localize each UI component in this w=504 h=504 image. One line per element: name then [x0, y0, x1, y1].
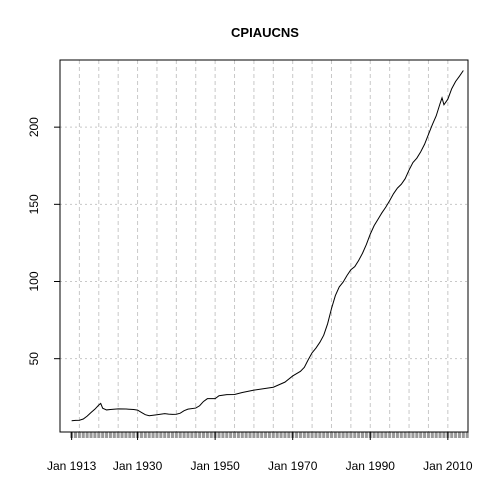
- x-axis: Jan 1913 Jan 1930 Jan 1950 Jan 1970 Jan 1990…: [47, 432, 473, 473]
- y-tick-label: 100: [27, 271, 41, 291]
- x-tick-label: Jan 1990: [346, 459, 396, 473]
- x-axis-minor-ticks: [70, 432, 469, 438]
- y-tick-label: 50: [27, 352, 41, 366]
- plot-frame: [59, 59, 469, 433]
- y-tick-label: 200: [27, 117, 41, 137]
- x-tick-label: Jan 1930: [113, 459, 163, 473]
- grid: [60, 60, 468, 432]
- x-tick-label: Jan 2010: [423, 459, 473, 473]
- y-tick-label: 150: [27, 194, 41, 214]
- x-tick-label: Jan 1970: [268, 459, 318, 473]
- x-tick-label: Jan 1950: [190, 459, 240, 473]
- y-axis: 50 100 150 200: [27, 117, 60, 366]
- series-line: [71, 70, 464, 422]
- chart-title: CPIAUCNS: [231, 25, 299, 40]
- x-tick-label: Jan 1913: [47, 459, 97, 473]
